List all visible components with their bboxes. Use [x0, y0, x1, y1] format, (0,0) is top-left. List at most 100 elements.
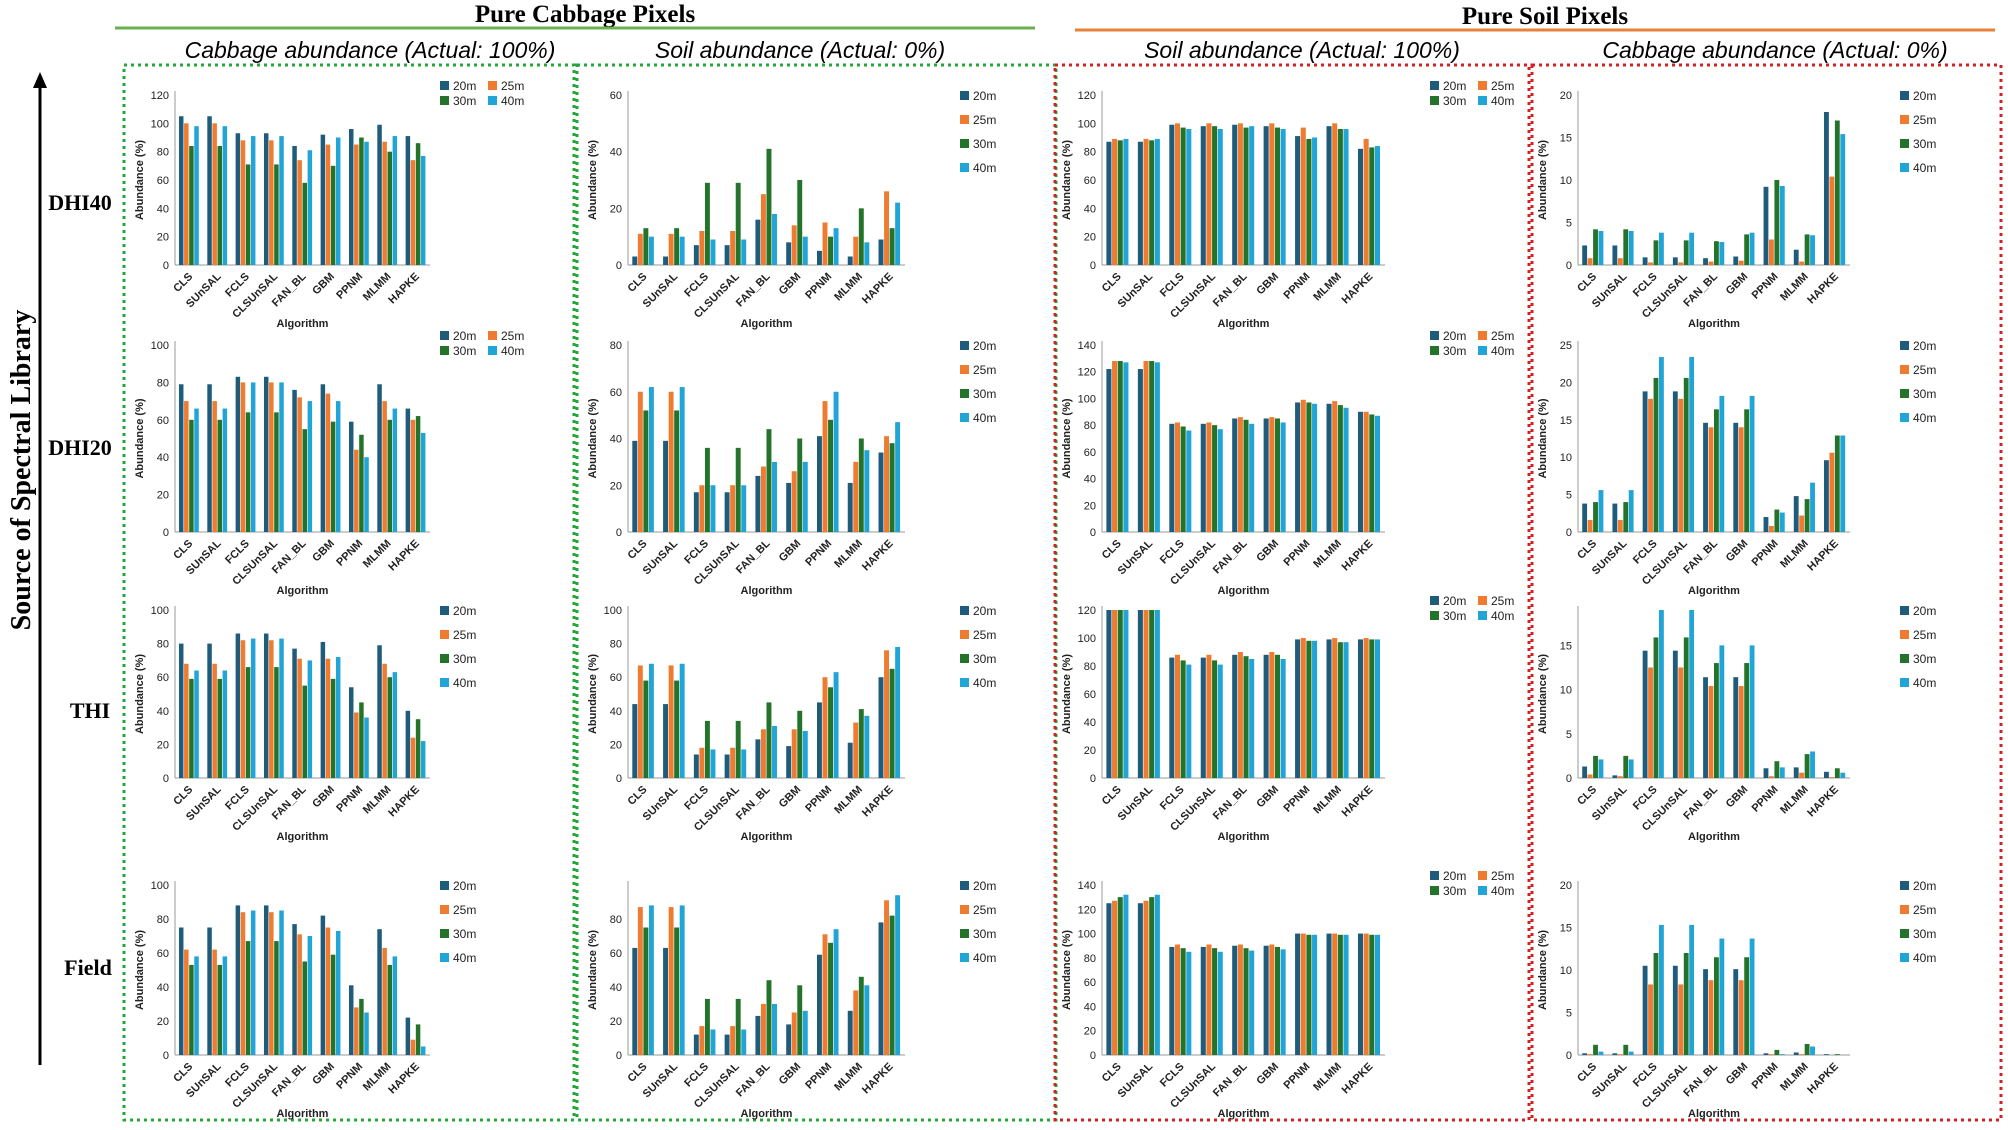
- bar-25m-sunsal-67: [668, 665, 674, 778]
- y-tick-label: 60: [1084, 175, 1096, 187]
- bar-30m-ppnm-10: [828, 236, 833, 265]
- bar-20m-fan_bl-23: [755, 739, 761, 778]
- bar-20m-ppnm-45: [816, 702, 822, 778]
- bar-25m-fcls-8.3: [1648, 984, 1653, 1055]
- bar-20m-fan_bl-85: [1232, 418, 1238, 532]
- legend-label-40m: 40m: [1913, 951, 1936, 965]
- legend-label-30m: 30m: [973, 927, 996, 941]
- bar-25m-sunsal-62: [212, 949, 217, 1055]
- bar-40m-ppnm-87: [364, 141, 369, 265]
- bar-40m-gbm-73: [335, 930, 341, 1055]
- legend-swatch-40m: [1478, 611, 1487, 620]
- row-label-dhi40: DHI40: [48, 190, 112, 215]
- bar-30m-gbm-70: [330, 165, 336, 265]
- bar-25m-ppnm-39: [354, 712, 359, 778]
- bar-40m-gbm-85: [1280, 659, 1286, 778]
- bar-40m-cls-132: [1123, 894, 1129, 1055]
- legend-swatch-30m: [1430, 96, 1439, 105]
- y-tick-label: 80: [610, 340, 622, 352]
- bar-30m-gbm-59: [330, 954, 336, 1055]
- bar-25m-fcls-0.3: [1648, 262, 1653, 265]
- bar-25m-ppnm-97: [1300, 127, 1306, 265]
- y-tick-label: 0: [616, 1050, 622, 1062]
- legend-swatch-25m: [960, 630, 969, 639]
- bar-40m-mlmm-41: [864, 985, 870, 1055]
- bar-20m-sunsal-75: [207, 927, 212, 1055]
- bar-20m-clsunsal-93: [263, 133, 269, 265]
- bar-40m-fcls-23.4: [1659, 356, 1664, 532]
- bar-25m-hapke-100: [1363, 638, 1369, 778]
- x-tick-label: FCLS: [1158, 538, 1187, 567]
- x-tick-label: FAN_BL: [1211, 783, 1250, 822]
- x-tick-label: HAPKE: [860, 538, 896, 574]
- bar-20m-hapke-34: [878, 452, 884, 532]
- legend-swatch-25m: [488, 81, 497, 90]
- bar-25m-clsunsal-82: [269, 640, 274, 778]
- y-axis-label: Abundance (%): [134, 140, 146, 220]
- bar-25m-ppnm-60: [822, 677, 828, 778]
- bar-40m-fan_bl-15: [1719, 645, 1725, 778]
- y-axis-label: Abundance (%): [587, 930, 599, 1010]
- y-tick-label: 0: [1566, 527, 1572, 539]
- y-axis-label: Abundance (%): [1061, 140, 1073, 220]
- x-tick-label: FCLS: [682, 271, 711, 300]
- bar-25m-hapke-60: [410, 419, 416, 532]
- bar-30m-ppnm-52: [359, 434, 364, 532]
- y-tick-label: 100: [604, 605, 622, 617]
- y-tick-label: 20: [610, 203, 622, 215]
- legend-label-25m: 25m: [501, 329, 524, 343]
- bar-25m-ppnm-15: [822, 222, 828, 265]
- bar-30m-sunsal-60: [217, 419, 222, 532]
- legend-swatch-25m: [1900, 630, 1909, 639]
- bar-20m-fcls-14: [693, 754, 699, 778]
- bar-25m-mlmm-0.6: [1799, 772, 1805, 778]
- x-tick-label: PPNM: [1750, 538, 1781, 569]
- x-tick-label: SUnSAL: [1116, 537, 1156, 577]
- bar-30m-cls-13: [643, 228, 649, 265]
- bar-20m-cls-125: [1106, 903, 1112, 1055]
- bar-20m-hapke-78: [878, 922, 884, 1055]
- legend-label-20m: 20m: [973, 89, 996, 103]
- y-axis-label: Abundance (%): [587, 398, 599, 478]
- legend-swatch-30m: [1900, 654, 1909, 663]
- legend-label-40m: 40m: [973, 676, 996, 690]
- bar-40m-sunsal-5.6: [1628, 490, 1634, 532]
- bar-25m-fcls-82: [240, 640, 246, 778]
- bar-20m-cls-75: [178, 927, 184, 1055]
- bar-30m-sunsal-1.2: [1623, 1044, 1629, 1055]
- bar-40m-ppnm-98: [1312, 640, 1318, 778]
- bar-20m-ppnm-0.2: [1763, 1053, 1769, 1055]
- bar-30m-fcls-34: [704, 720, 710, 778]
- bar-20m-clsunsal-17: [724, 492, 730, 532]
- legend-label-30m: 30m: [453, 344, 476, 358]
- bar-40m-ppnm-60: [833, 391, 839, 532]
- bar-40m-mlmm-6.6: [1810, 482, 1815, 532]
- bar-30m-mlmm-40: [858, 438, 864, 532]
- bar-20m-ppnm-59: [816, 954, 822, 1055]
- bar-25m-cls-68: [184, 663, 189, 778]
- bar-20m-mlmm-21: [847, 742, 853, 778]
- bar-30m-cls-75: [643, 927, 649, 1055]
- bar-20m-gbm-1: [1733, 256, 1739, 265]
- bar-20m-hapke-100: [1357, 933, 1364, 1055]
- bar-25m-hapke-89: [1363, 138, 1369, 265]
- bar-25m-sunsal-0.8: [1617, 258, 1623, 265]
- x-tick-label: PPNM: [803, 1061, 834, 1092]
- bar-30m-fan_bl-55: [302, 685, 307, 778]
- bar-20m-clsunsal-12: [724, 1034, 730, 1055]
- x-tick-label: GBM: [310, 538, 337, 565]
- chart-field-col3: 0 20 40 60 80 100 120 140 Abundance (%) CLSSUnSAL…: [1061, 869, 1514, 1120]
- legend-label-25m: 25m: [1913, 903, 1936, 917]
- legend-label-40m: 40m: [1491, 609, 1514, 623]
- bar-20m-ppnm-91: [1295, 136, 1301, 265]
- x-tick-label: FCLS: [1631, 538, 1660, 567]
- bar-20m-mlmm-3: [847, 256, 853, 265]
- bar-25m-fcls-17: [699, 1026, 705, 1055]
- x-tick-label: HAPKE: [1340, 784, 1376, 820]
- bar-25m-hapke-26: [884, 191, 890, 265]
- bar-30m-mlmm-97: [1337, 642, 1343, 778]
- bar-40m-ppnm-2.6: [1779, 512, 1785, 532]
